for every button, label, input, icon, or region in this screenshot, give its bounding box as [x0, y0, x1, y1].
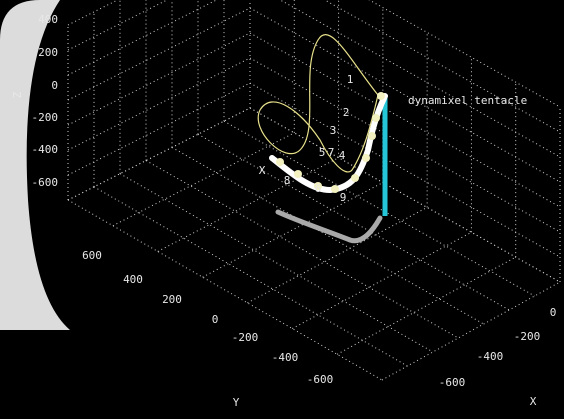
x-tick-label: -600	[439, 376, 466, 389]
z-tick-label: -200	[32, 111, 59, 124]
y-tick-label: 200	[162, 293, 182, 306]
annotation-name: dynamixel tentacle	[408, 94, 527, 107]
y-tick-label: -600	[307, 373, 334, 386]
point-label: 8	[284, 174, 291, 187]
point-label: 1	[347, 73, 354, 86]
z-tick-label: -600	[32, 176, 59, 189]
z-axis-label: Z	[11, 91, 24, 98]
y-tick-label: -200	[232, 331, 259, 344]
x-tick-label: -200	[514, 330, 541, 343]
y-axis-label: Y	[233, 396, 240, 409]
x-axis-label: X	[530, 395, 537, 408]
point-label: 2	[343, 106, 350, 119]
point-label: 9	[340, 191, 347, 204]
z-tick-label: 200	[38, 46, 58, 59]
y-tick-label: 0	[212, 313, 219, 326]
point-label: 7	[328, 146, 335, 159]
y-tick-label: -400	[272, 351, 299, 364]
x-tick-label: -400	[477, 350, 504, 363]
point-label: 6	[315, 182, 322, 195]
point-label: X	[259, 164, 266, 177]
z-tick-label: -400	[32, 143, 59, 156]
point-label: 5	[319, 146, 326, 159]
x-tick-label: 0	[550, 306, 557, 319]
plot-window: Z Y X dynamixel tentacle 4002000-200-400…	[0, 0, 564, 415]
z-tick-label: 400	[38, 13, 58, 26]
y-tick-label: 600	[82, 249, 102, 262]
y-tick-label: 400	[123, 273, 143, 286]
point-label: 4	[339, 149, 346, 162]
point-label: 3	[330, 124, 337, 137]
z-tick-label: 0	[51, 79, 58, 92]
